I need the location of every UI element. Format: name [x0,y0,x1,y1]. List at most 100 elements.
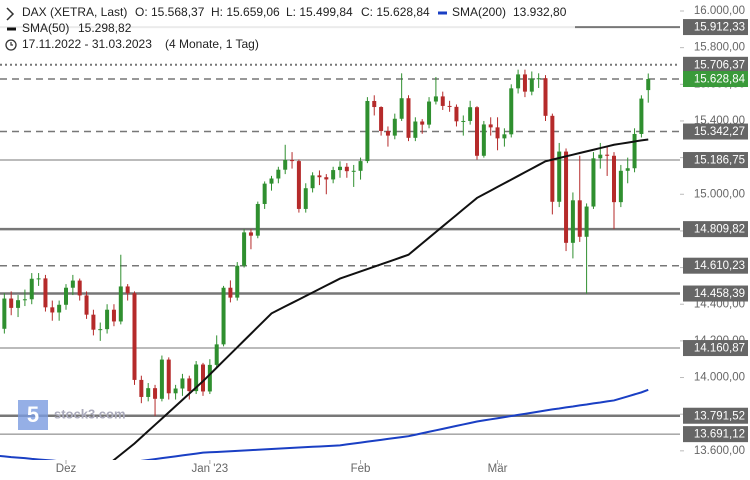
candle-body [235,265,240,298]
candle-body [64,287,68,305]
candle-body [516,74,521,89]
candle-body [646,79,651,91]
level-label: 15.186,75 [694,155,745,167]
level-label-bg [683,19,748,36]
legend-value: 13.932,80 [513,5,567,19]
candle-body [214,344,219,365]
level-label: 14.809,82 [694,224,745,236]
candle-body [262,183,267,204]
low-label: L: 15.499,84 [286,5,353,19]
candle-body [201,364,205,392]
candle-body [461,120,466,122]
candle-body [543,78,548,116]
legend-name: SMA(200) [452,5,506,19]
close-label: C: 15.628,84 [361,5,430,19]
candle-body [385,131,390,136]
watermark-logo [18,400,48,430]
candle-body [618,170,623,203]
candle-body [598,154,603,159]
sma-line [0,388,649,460]
x-tick-label: Feb [351,463,371,475]
candle-body [413,121,418,138]
candle-body [248,232,253,236]
labels: Dez Jan '23 Feb Mär 15.912,33 15.706,37 15.628… [56,19,748,475]
watermark-logo-text: 5 [27,402,39,427]
candle-body [639,98,644,134]
candle-body [255,203,260,236]
span: (4 Monate, 1 Tag) [165,37,259,51]
candle-body [372,100,377,108]
candle-body [276,169,281,179]
candle-body [125,286,130,294]
legend-value: 15.298,82 [78,21,132,35]
candle-body [84,295,89,315]
candle-body [50,307,55,313]
clock-icon [5,39,17,51]
candle-body [296,161,301,209]
level-label: 15.342,27 [694,126,745,138]
level-label: 13.791,52 [694,410,745,422]
candle-body [242,232,247,266]
x-tick-label: Jan '23 [191,463,228,475]
candle-body [166,359,171,394]
high-label: H: 15.659,06 [211,5,280,19]
candle-body [591,158,596,207]
candle-body [420,121,425,125]
candle-body [290,159,295,162]
header-bg [0,2,575,54]
candle-body [187,378,192,392]
level-label-bg [683,221,748,238]
candle-body [351,170,356,172]
candle-body [365,100,370,162]
candle-body [207,364,212,392]
level-label-bg [683,285,748,302]
candle-body [118,286,123,322]
candle-body [379,107,384,132]
candle-body [557,151,562,202]
level-label-bg [683,71,748,88]
candle-body [317,175,322,178]
candle-body [612,155,616,203]
candle-body [475,107,479,156]
legend-name: SMA(50) [22,21,69,35]
candle-body [584,206,589,237]
candle-body [338,166,342,171]
candle-body [16,300,21,308]
level-label: 14.610,23 [694,260,745,272]
candle-body [522,74,527,92]
candle-body [269,178,274,184]
candle-body [2,298,7,329]
candle-body [331,170,336,180]
marks [0,69,651,460]
watermark-text: stock3.com [54,406,126,421]
candle-body [105,309,110,330]
candle-body [632,133,637,169]
level-label-bg [683,56,748,73]
level-label: 14.160,87 [694,343,745,355]
candle-body [468,107,473,121]
y-tick-label: 14.000,00 [694,372,745,384]
header: DAX (XETRA, Last) O: 15.568,37 H: 15.659… [0,2,575,54]
candle-body [625,168,630,171]
candle-body [43,278,48,308]
level-label-bg [683,340,748,357]
candle-body [70,280,75,288]
y-tick-label: 13.600,00 [694,445,745,457]
candle-body [324,177,329,180]
candle-body [9,298,14,308]
candle-body [221,287,226,345]
candle-body [495,127,500,139]
candle-body [159,359,164,399]
candle-body [22,299,27,301]
candle-body [399,98,404,119]
candle-body [577,200,582,237]
candle-body [502,134,507,139]
candle-body [509,88,514,135]
candle-body [454,106,459,122]
candle-body [529,78,534,92]
candle-body [344,166,349,172]
candle-body [228,287,233,298]
candle-body [153,388,158,399]
candle-body [440,96,445,106]
